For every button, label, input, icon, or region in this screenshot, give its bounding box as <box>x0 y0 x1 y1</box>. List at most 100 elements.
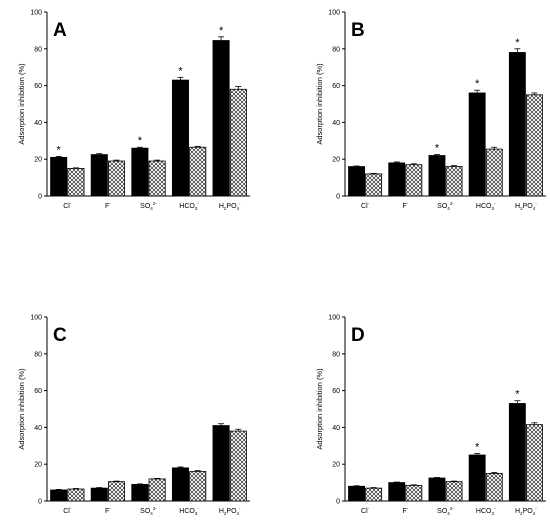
bar-hco3-hatched <box>189 471 207 502</box>
panel-letter: A <box>53 20 67 41</box>
y-tick-label: 0 <box>336 499 340 506</box>
x-tick-label-hco3: HCO3- <box>179 506 199 516</box>
x-tick-label-h2po4: H2PO4- <box>515 201 537 211</box>
bar-cl-hatched <box>67 488 85 502</box>
significance-star: * <box>57 144 62 156</box>
y-tick-label: 100 <box>30 315 42 322</box>
x-tick-label-f: F- <box>105 506 111 515</box>
x-tick-label-cl: Cl- <box>361 506 370 515</box>
x-tick-label-cl: Cl- <box>63 201 72 210</box>
x-tick-label-cl: Cl- <box>63 506 72 515</box>
x-tick-label-h2po4: H2PO4- <box>219 201 241 211</box>
y-tick-label: 20 <box>332 157 340 164</box>
bar-so4-hatched <box>445 166 463 197</box>
x-tick-label-h2po4: H2PO4- <box>219 506 241 516</box>
bar-cl-solid <box>348 166 365 197</box>
x-tick-label-hco3: HCO3- <box>476 506 496 516</box>
significance-star: * <box>435 143 440 155</box>
significance-star: * <box>515 389 520 401</box>
x-tick-label-h2po4: H2PO4- <box>515 506 537 516</box>
y-tick-label: 20 <box>34 157 42 164</box>
bar-so4-hatched <box>148 160 166 197</box>
y-tick-label: 40 <box>34 425 42 432</box>
y-tick-label: 40 <box>332 425 340 432</box>
y-tick-label: 40 <box>332 120 340 127</box>
y-axis-label: Adsorption inhibition (%) <box>315 63 324 145</box>
y-axis-label: Adsorption inhibition (%) <box>17 63 26 145</box>
y-tick-label: 80 <box>34 46 42 53</box>
significance-star: * <box>515 37 520 49</box>
bar-h2po4-solid <box>212 40 230 197</box>
y-tick-label: 60 <box>34 388 42 395</box>
bar-hco3-solid <box>468 454 486 502</box>
bar-so4-solid <box>428 477 446 502</box>
bar-so4-solid <box>131 484 149 502</box>
bar-h2po4-solid <box>508 52 526 197</box>
y-axis-label: Adsorption inhibition (%) <box>17 368 26 450</box>
bar-f-solid <box>388 482 406 502</box>
x-tick-label-hco3: HCO3- <box>179 201 199 211</box>
y-tick-label: 80 <box>34 351 42 358</box>
y-tick-label: 40 <box>34 120 42 127</box>
bar-f-solid <box>90 154 108 197</box>
panel-letter: B <box>351 20 365 41</box>
bar-h2po4-hatched <box>229 430 247 502</box>
bar-cl-hatched <box>365 487 383 502</box>
y-tick-label: 20 <box>332 462 340 469</box>
bar-so4-solid <box>428 155 446 197</box>
y-tick-label: 60 <box>332 388 340 395</box>
bar-hco3-solid <box>468 92 486 197</box>
significance-star: * <box>178 65 183 77</box>
bar-h2po4-hatched <box>526 94 543 197</box>
y-tick-label: 80 <box>332 46 340 53</box>
x-tick-label-cl: Cl- <box>361 201 370 210</box>
x-tick-label-so4: SO42- <box>437 201 454 211</box>
significance-star: * <box>138 135 143 147</box>
bar-so4-hatched <box>148 478 166 502</box>
x-tick-label-f: F- <box>402 201 408 210</box>
significance-star: * <box>219 25 224 37</box>
bar-so4-hatched <box>445 481 463 502</box>
y-tick-label: 100 <box>30 10 42 17</box>
panel-c-chart: 0 20 40 60 80 100 Adsorption inhibition (%) C Cl… <box>17 315 250 516</box>
panel-b-chart: 0 20 40 60 80 100 Adsorption inhibition (%) B Cl… <box>315 10 546 211</box>
x-tick-label-f: F- <box>402 506 408 515</box>
bar-cl-hatched <box>67 167 85 197</box>
bar-hco3-hatched <box>485 148 503 197</box>
bar-hco3-hatched <box>189 146 207 197</box>
panel-d-chart: 0 20 40 60 80 100 Adsorption inhibition (%) D Cl… <box>315 315 546 516</box>
bar-h2po4-solid <box>508 403 526 502</box>
bar-hco3-solid <box>171 79 190 197</box>
bar-f-hatched <box>405 164 423 197</box>
y-tick-label: 60 <box>332 83 340 90</box>
significance-star: * <box>475 442 480 454</box>
bar-f-solid <box>388 162 406 197</box>
bar-h2po4-hatched <box>526 424 543 502</box>
bar-h2po4-solid <box>212 425 230 502</box>
y-tick-label: 100 <box>328 315 340 322</box>
x-tick-label-f: F- <box>105 201 111 210</box>
y-tick-label: 100 <box>328 10 340 17</box>
bar-f-hatched <box>108 481 126 502</box>
x-tick-label-so4: SO42- <box>140 201 157 211</box>
y-tick-label: 0 <box>38 499 42 506</box>
bar-so4-solid <box>131 147 149 197</box>
y-tick-label: 80 <box>332 351 340 358</box>
bar-f-hatched <box>108 160 126 197</box>
panel-a-chart: 0 20 40 60 80 100 Adsorption inhibition (%) A * C… <box>17 10 250 211</box>
bar-hco3-solid <box>171 467 190 502</box>
significance-star: * <box>475 78 480 90</box>
y-tick-label: 0 <box>336 194 340 201</box>
bar-cl-solid <box>348 485 365 502</box>
y-tick-label: 60 <box>34 83 42 90</box>
bar-f-solid <box>90 487 108 502</box>
y-tick-label: 20 <box>34 462 42 469</box>
bar-cl-solid <box>50 156 68 197</box>
bar-f-hatched <box>405 484 423 502</box>
panel-letter: C <box>53 325 67 346</box>
bar-cl-hatched <box>365 173 383 197</box>
bar-h2po4-hatched <box>229 88 247 197</box>
x-tick-label-hco3: HCO3- <box>476 201 496 211</box>
